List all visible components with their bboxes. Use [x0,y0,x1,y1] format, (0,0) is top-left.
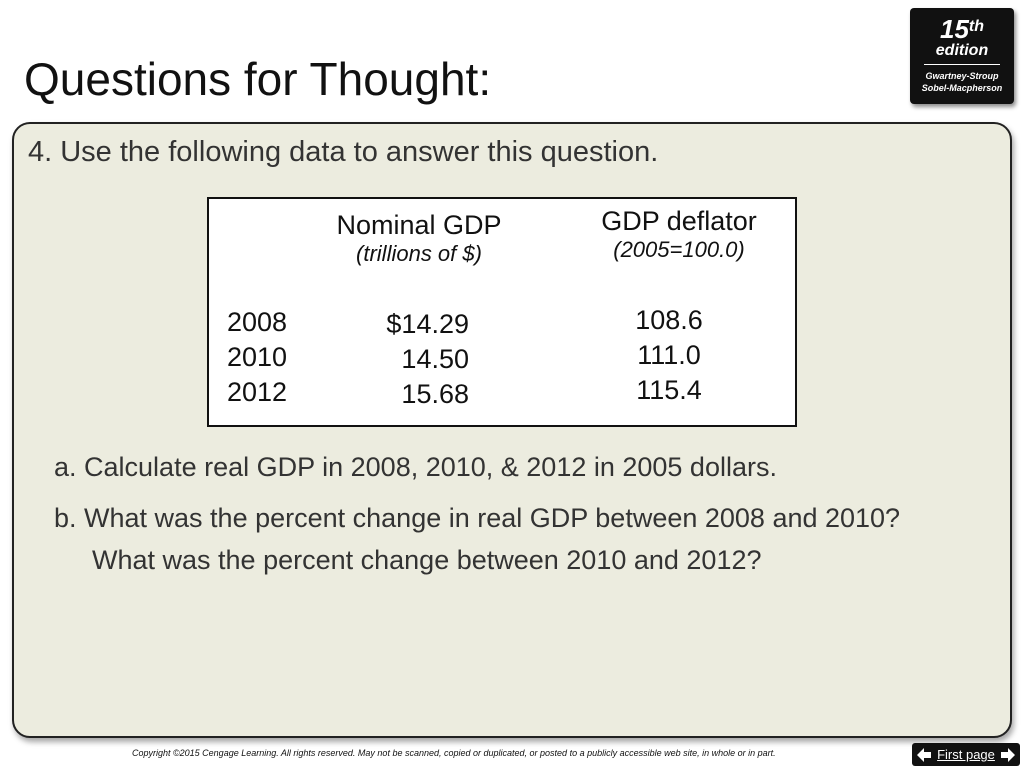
table-row-year: 2012 [227,377,288,407]
edition-suffix: th [968,18,985,35]
question-part-a: a. Calculate real GDP in 2008, 2010, & 2… [54,452,777,482]
slide-title: Questions for Thought: [24,53,492,105]
badge-divider [924,64,1000,65]
table-row-gdp-deflator: 108.6 [635,305,703,335]
table-row-year: 2008 [227,307,288,337]
table-row-nominal-gdp: 14.50 [401,344,469,374]
first-page-label: First page [937,747,995,762]
content-panel: 4. Use the following data to answer this… [12,122,1012,738]
gdp-deflator-header-base: (2005=100.0) [613,237,745,262]
question-part-b: b. What was the percent change in real G… [54,503,901,575]
table-row-gdp-deflator: 115.4 [636,375,702,405]
nominal-gdp-header-unit: (trillions of $) [356,241,482,266]
copyright-notice: Copyright ©2015 Cengage Learning. All ri… [132,748,776,758]
arrow-right-icon [1001,747,1015,762]
table-row-nominal-gdp: 15.68 [401,379,469,409]
table-row-nominal-gdp: $14.29 [386,309,469,339]
table-row-gdp-deflator: 111.0 [637,340,701,370]
question-intro: 4. Use the following data to answer this… [28,136,659,168]
nominal-gdp-header: Nominal GDP (trillions of $) [314,209,524,267]
edition-number: 15th [939,14,985,44]
badge-authors-line2: Sobel-Macpherson [921,83,1003,93]
nominal-gdp-header-label: Nominal GDP [336,210,502,240]
arrow-left-icon [917,747,931,762]
badge-authors-line1: Gwartney-Stroup [925,71,999,81]
edition-word: edition [935,42,989,59]
gdp-deflator-header-label: GDP deflator [601,206,757,236]
gdp-deflator-header: GDP deflator (2005=100.0) [579,205,779,263]
edition-badge: 15th edition Gwartney-Stroup Sobel-Macph… [910,8,1014,104]
gdp-data-table: Nominal GDP (trillions of $) GDP deflato… [207,197,797,427]
first-page-button[interactable]: First page [912,743,1020,766]
table-row-year: 2010 [227,342,288,372]
